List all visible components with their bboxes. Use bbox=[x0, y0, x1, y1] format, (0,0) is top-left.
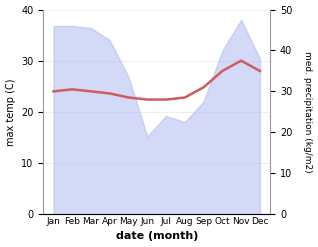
X-axis label: date (month): date (month) bbox=[115, 231, 198, 242]
Y-axis label: med. precipitation (kg/m2): med. precipitation (kg/m2) bbox=[303, 51, 313, 173]
Y-axis label: max temp (C): max temp (C) bbox=[5, 78, 16, 145]
